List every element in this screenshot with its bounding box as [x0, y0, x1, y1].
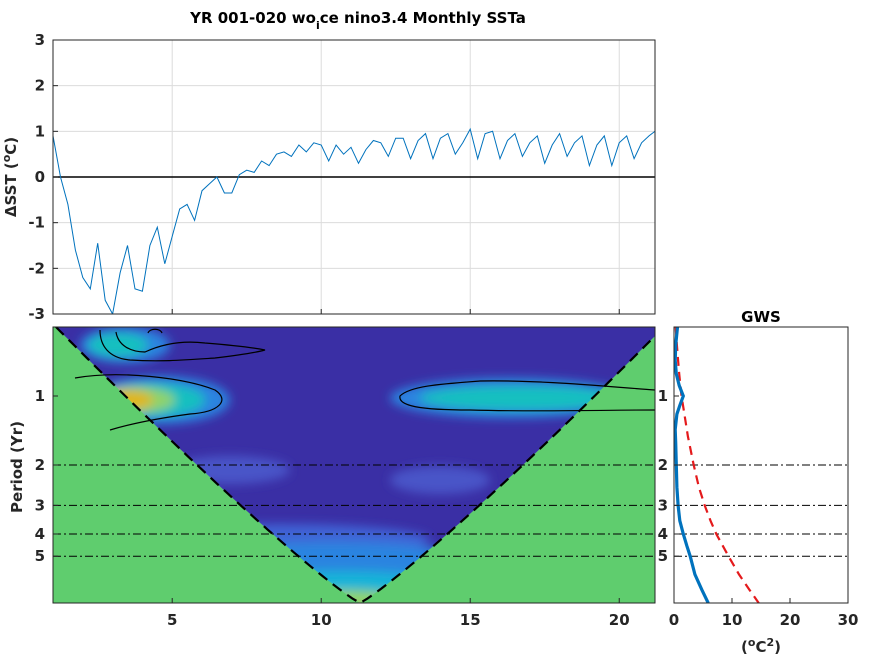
gws-ytick-label: 2: [658, 456, 668, 474]
time-series-panel: 3 2 1 0 -1 -2 -3 ΔSST (oC): [0, 31, 656, 323]
wav-xtick-label: 5: [167, 611, 177, 629]
gws-xtick-label: 10: [722, 611, 743, 629]
wavelet-power-panel: 5 10 15 20 1 2 3 4 5 Period (Yr): [8, 326, 656, 629]
gws-ytick-label: 3: [658, 496, 668, 514]
ts-ytick-label: 0: [35, 168, 45, 186]
wavelet-ylabel: Period (Yr): [8, 421, 26, 513]
wav-xtick-label: 20: [609, 611, 630, 629]
gws-xtick-label: 30: [838, 611, 859, 629]
ts-ytick-label: 1: [35, 122, 45, 140]
gws-period-reference-lines: [674, 464, 848, 557]
gws-title: GWS: [741, 308, 781, 326]
chart-title: YR 001-020 woice nino3.4 Monthly SSTa: [189, 9, 526, 32]
time-series-ylabel: ΔSST (oC): [0, 137, 20, 217]
significance-contour-1yr-left: [74, 374, 223, 431]
significance-contour-small: [147, 328, 163, 334]
ts-ytick-label: -2: [28, 259, 45, 277]
gws-xtick-label: 0: [669, 611, 679, 629]
period-reference-lines: [53, 464, 655, 557]
wavelet-ticks: 5 10 15 20 1 2 3 4 5: [35, 387, 630, 629]
gws-xlabel: (oC2): [741, 636, 781, 656]
wav-ytick-label: 3: [35, 496, 45, 514]
gws-ytick-label: 4: [658, 525, 668, 543]
wavelet-field: [53, 327, 655, 603]
wav-ytick-label: 1: [35, 387, 45, 405]
ts-ytick-label: -1: [28, 214, 45, 232]
sst-series-line: [53, 127, 655, 314]
wav-ytick-label: 4: [35, 525, 45, 543]
gws-significance-line: [674, 327, 760, 603]
wav-xtick-label: 15: [460, 611, 481, 629]
cone-of-influence-edge: [55, 327, 655, 603]
gws-power-line: [674, 327, 710, 603]
wav-ytick-label: 2: [35, 456, 45, 474]
gws-ytick-label: 5: [658, 547, 668, 565]
significance-contour-1yr-right: [399, 380, 655, 412]
time-series-ticks: 3 2 1 0 -1 -2 -3: [28, 31, 620, 323]
gws-ticks: 0 10 20 30 1 2 3 4 5: [658, 387, 859, 629]
ts-ytick-label: 3: [35, 31, 45, 49]
gws-xtick-label: 20: [780, 611, 801, 629]
wav-ytick-label: 5: [35, 547, 45, 565]
ts-ytick-label: -3: [28, 305, 45, 323]
gws-ytick-label: 1: [658, 387, 668, 405]
significance-contour-upper: [99, 329, 266, 362]
global-wavelet-spectrum-panel: 0 10 20 30 1 2 3 4 5 GWS (oC2): [658, 308, 859, 656]
ts-ytick-label: 2: [35, 77, 45, 95]
wav-xtick-label: 10: [311, 611, 332, 629]
